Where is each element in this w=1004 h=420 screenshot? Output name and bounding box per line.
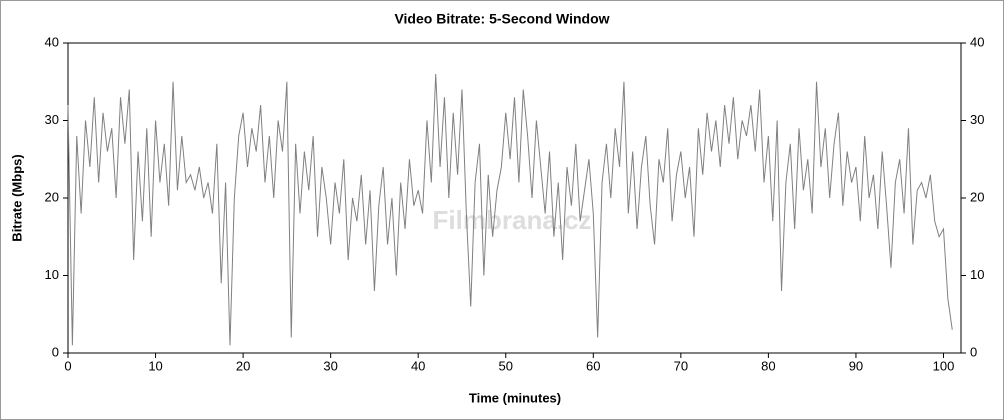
- y2-tick-label: 20: [970, 189, 984, 204]
- x-tick-label: 90: [849, 358, 863, 373]
- y-axis-label: Bitrate (Mbps): [9, 154, 24, 241]
- chart-title: Video Bitrate: 5-Second Window: [394, 11, 609, 27]
- x-tick-label: 50: [499, 358, 513, 373]
- y-tick-label: 10: [45, 267, 59, 282]
- x-tick-label: 20: [236, 358, 250, 373]
- x-tick-label: 40: [411, 358, 425, 373]
- y2-tick-label: 40: [970, 34, 984, 49]
- watermark: Filmbrana.cz: [433, 205, 592, 235]
- y-tick-label: 20: [45, 189, 59, 204]
- line-series: [67, 73, 953, 346]
- y-tick-label: 30: [45, 112, 59, 127]
- x-tick-label: 10: [148, 358, 162, 373]
- x-tick-label: 0: [64, 358, 71, 373]
- y-tick-label: 40: [45, 34, 59, 49]
- y2-tick-label: 0: [970, 344, 977, 359]
- y2-tick-label: 30: [970, 112, 984, 127]
- x-tick-label: 100: [933, 358, 955, 373]
- x-axis-label: Time (minutes): [469, 390, 561, 405]
- x-tick-label: 70: [674, 358, 688, 373]
- x-tick-label: 80: [761, 358, 775, 373]
- x-tick-label: 60: [586, 358, 600, 373]
- y-tick-label: 0: [52, 344, 59, 359]
- y2-tick-label: 10: [970, 267, 984, 282]
- x-tick-label: 30: [323, 358, 337, 373]
